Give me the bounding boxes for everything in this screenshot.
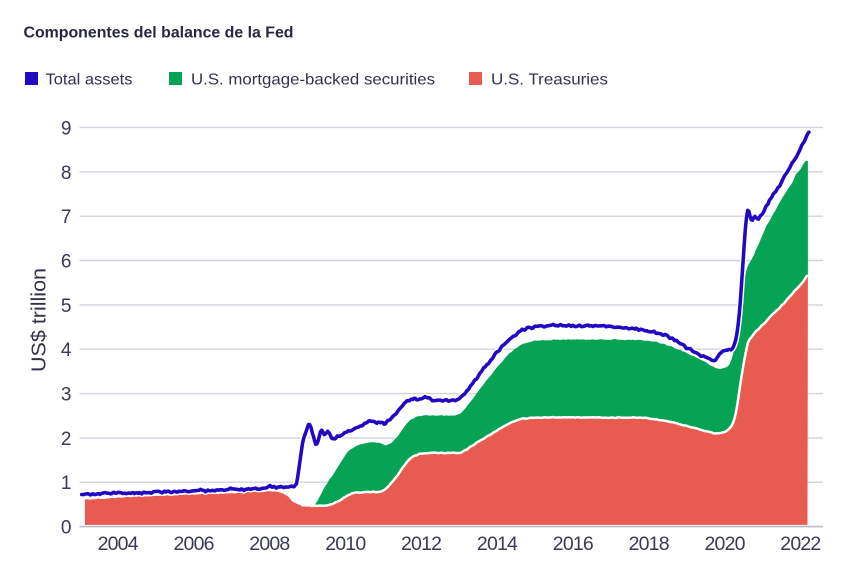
svg-text:2006: 2006 [174,533,214,555]
svg-text:2008: 2008 [249,533,289,555]
svg-text:2004: 2004 [98,533,139,555]
svg-text:2010: 2010 [325,533,366,555]
svg-text:2016: 2016 [553,533,593,555]
svg-text:5: 5 [61,296,72,317]
svg-text:US$ trillion: US$ trillion [29,268,51,372]
svg-text:0: 0 [61,518,72,539]
svg-text:9: 9 [61,118,72,139]
svg-text:4: 4 [61,340,72,361]
svg-text:2020: 2020 [705,533,746,555]
svg-text:7: 7 [61,207,72,228]
svg-text:6: 6 [61,252,72,273]
svg-text:Total assets: Total assets [46,72,133,89]
svg-text:1: 1 [61,473,72,494]
svg-text:8: 8 [61,163,72,184]
svg-text:U.S. mortgage-backed securitie: U.S. mortgage-backed securities [191,72,435,89]
svg-text:2014: 2014 [477,533,518,555]
svg-text:U.S. Treasuries: U.S. Treasuries [491,72,608,89]
svg-text:3: 3 [61,385,72,406]
svg-text:2012: 2012 [401,533,441,555]
svg-text:Componentes del balance de la: Componentes del balance de la Fed [24,24,294,41]
svg-text:2: 2 [61,429,72,450]
svg-text:2022: 2022 [780,533,820,555]
svg-text:2018: 2018 [629,533,669,555]
